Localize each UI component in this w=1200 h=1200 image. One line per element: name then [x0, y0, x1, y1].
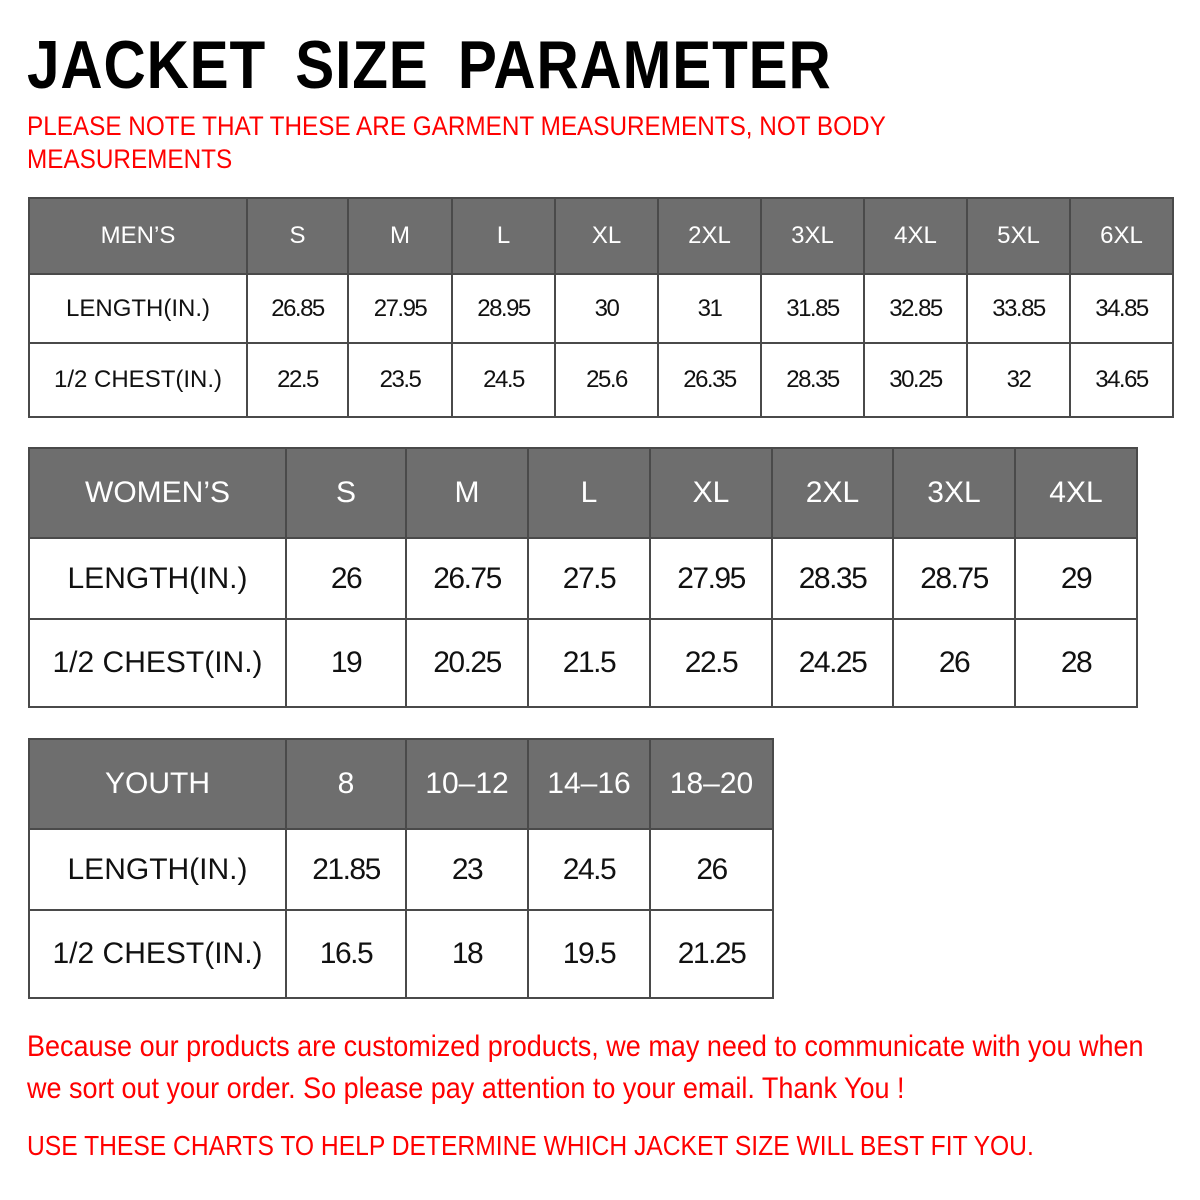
- size-header: L: [527, 447, 651, 539]
- measurement-cell: 34.65: [1069, 342, 1174, 418]
- measurement-cell: 28.75: [892, 537, 1016, 620]
- row-label: LENGTH(IN.): [28, 828, 287, 911]
- measurement-cell: 31.85: [760, 273, 865, 344]
- measurement-cell: 26: [649, 828, 774, 911]
- measurement-cell: 23.5: [347, 342, 453, 418]
- size-header: 10–12: [405, 738, 529, 830]
- mens-size-table: MEN’S S M L XL 2XL 3XL 4XL 5XL 6XL LENGTH(IN.) 26.8…: [28, 197, 1174, 418]
- category-header: WOMEN’S: [28, 447, 287, 539]
- measurement-cell: 28.35: [760, 342, 865, 418]
- measurement-cell: 31: [657, 273, 762, 344]
- row-label: 1/2 CHEST(IN.): [28, 342, 248, 418]
- size-header: 4XL: [1014, 447, 1138, 539]
- measurement-cell: 28: [1014, 618, 1138, 708]
- measurement-cell: 27.5: [527, 537, 651, 620]
- table-row: 1/2 CHEST(IN.) 22.5 23.5 24.5 25.6 26.35 28.35…: [28, 342, 1174, 418]
- measurement-cell: 21.25: [649, 909, 774, 999]
- measurement-cell: 23: [405, 828, 529, 911]
- measurement-cell: 30: [554, 273, 659, 344]
- measurement-cell: 26.35: [657, 342, 762, 418]
- measurement-cell: 25.6: [554, 342, 659, 418]
- row-label: 1/2 CHEST(IN.): [28, 909, 287, 999]
- table-row: LENGTH(IN.) 26 26.75 27.5 27.95 28.35 28.75 29: [28, 537, 1138, 620]
- row-label: LENGTH(IN.): [28, 273, 248, 344]
- footer-note: USE THESE CHARTS TO HELP DETERMINE WHICH…: [27, 1130, 1034, 1161]
- measurement-cell: 24.5: [451, 342, 556, 418]
- size-header: M: [347, 197, 453, 275]
- measurement-cell: 21.85: [285, 828, 407, 911]
- measurement-cell: 19.5: [527, 909, 651, 999]
- measurement-cell: 24.25: [771, 618, 894, 708]
- measurement-cell: 26: [892, 618, 1016, 708]
- size-header: 18–20: [649, 738, 774, 830]
- size-header: 5XL: [966, 197, 1071, 275]
- measurement-cell: 32: [966, 342, 1071, 418]
- garment-note: PLEASE NOTE THAT THESE ARE GARMENT MEASU…: [27, 111, 886, 174]
- size-header: 3XL: [892, 447, 1016, 539]
- measurement-cell: 20.25: [405, 618, 529, 708]
- measurement-cell: 28.35: [771, 537, 894, 620]
- measurement-cell: 21.5: [527, 618, 651, 708]
- size-header: 8: [285, 738, 407, 830]
- table-row: 1/2 CHEST(IN.) 16.5 18 19.5 21.25: [28, 909, 774, 999]
- womens-size-table: WOMEN’S S M L XL 2XL 3XL 4XL LENGTH(IN.) 26 26.75 2…: [28, 447, 1138, 708]
- table-row: LENGTH(IN.) 21.85 23 24.5 26: [28, 828, 774, 911]
- size-header: XL: [554, 197, 659, 275]
- measurement-cell: 18: [405, 909, 529, 999]
- size-header: 2XL: [771, 447, 894, 539]
- size-header: XL: [649, 447, 773, 539]
- size-header: 4XL: [863, 197, 968, 275]
- header-row: WOMEN’S S M L XL 2XL 3XL 4XL: [28, 447, 1138, 539]
- size-header: 6XL: [1069, 197, 1174, 275]
- measurement-cell: 22.5: [246, 342, 349, 418]
- size-header: S: [285, 447, 407, 539]
- measurement-cell: 30.25: [863, 342, 968, 418]
- measurement-cell: 27.95: [347, 273, 453, 344]
- measurement-cell: 32.85: [863, 273, 968, 344]
- customization-message: Because our products are customized prod…: [27, 1030, 1144, 1105]
- measurement-cell: 19: [285, 618, 407, 708]
- header-row: YOUTH 8 10–12 14–16 18–20: [28, 738, 774, 830]
- size-header: 2XL: [657, 197, 762, 275]
- measurement-cell: 28.95: [451, 273, 556, 344]
- size-header: S: [246, 197, 349, 275]
- measurement-cell: 33.85: [966, 273, 1071, 344]
- category-header: MEN’S: [28, 197, 248, 275]
- header-row: MEN’S S M L XL 2XL 3XL 4XL 5XL 6XL: [28, 197, 1174, 275]
- row-label: 1/2 CHEST(IN.): [28, 618, 287, 708]
- measurement-cell: 26.85: [246, 273, 349, 344]
- size-header: 14–16: [527, 738, 651, 830]
- table-row: LENGTH(IN.) 26.85 27.95 28.95 30 31 31.85 32.85…: [28, 273, 1174, 344]
- size-header: M: [405, 447, 529, 539]
- size-header: 3XL: [760, 197, 865, 275]
- measurement-cell: 34.85: [1069, 273, 1174, 344]
- measurement-cell: 16.5: [285, 909, 407, 999]
- measurement-cell: 22.5: [649, 618, 773, 708]
- measurement-cell: 26: [285, 537, 407, 620]
- page-title: JACKET SIZE PARAMETER: [27, 27, 832, 103]
- table-row: 1/2 CHEST(IN.) 19 20.25 21.5 22.5 24.25 26 28: [28, 618, 1138, 708]
- measurement-cell: 24.5: [527, 828, 651, 911]
- size-header: L: [451, 197, 556, 275]
- youth-size-table: YOUTH 8 10–12 14–16 18–20 LENGTH(IN.) 21.85 23 2…: [28, 738, 774, 999]
- category-header: YOUTH: [28, 738, 287, 830]
- measurement-cell: 27.95: [649, 537, 773, 620]
- measurement-cell: 29: [1014, 537, 1138, 620]
- measurement-cell: 26.75: [405, 537, 529, 620]
- row-label: LENGTH(IN.): [28, 537, 287, 620]
